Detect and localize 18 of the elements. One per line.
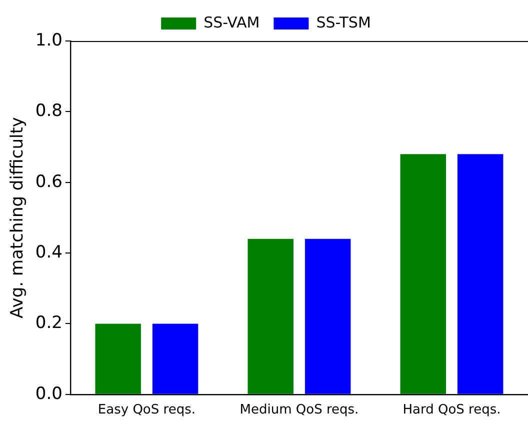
bar <box>152 324 198 394</box>
bar <box>304 238 351 394</box>
legend-label: SS-VAM <box>204 13 260 32</box>
x-tick-label: Hard QoS reqs. <box>402 402 501 418</box>
y-axis-title: Avg. matching difficulty <box>8 117 28 318</box>
bar <box>248 238 294 394</box>
y-tick-label: 0.6 <box>35 172 62 192</box>
y-tick-label: 0.0 <box>35 384 62 404</box>
x-tick-label: Easy QoS reqs. <box>98 402 196 418</box>
x-tick-label: Medium QoS reqs. <box>240 402 359 418</box>
y-tick-label: 0.2 <box>35 313 62 334</box>
y-tick-label: 1.0 <box>35 30 62 50</box>
y-tick-label: 0.4 <box>35 242 62 262</box>
y-tick-label: 0.8 <box>35 101 62 122</box>
bar <box>400 154 446 394</box>
bar <box>457 154 504 394</box>
legend-label: SS-TSM <box>316 13 371 32</box>
bar <box>95 324 141 394</box>
